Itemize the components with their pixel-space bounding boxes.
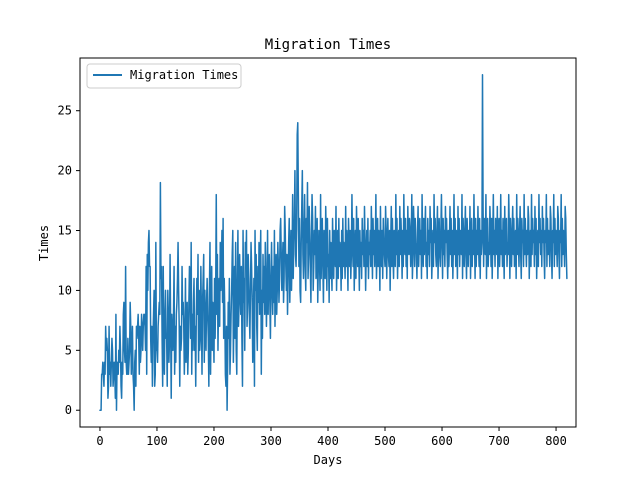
- x-tick-label: 200: [203, 434, 225, 448]
- y-tick-label: 5: [65, 343, 72, 357]
- legend-entry-label: Migration Times: [130, 68, 238, 82]
- y-tick-label: 10: [58, 283, 72, 297]
- y-axis-label: Times: [37, 225, 51, 261]
- chart-title: Migration Times: [265, 37, 391, 53]
- legend-box: [86, 63, 242, 89]
- x-axis-label: Days: [314, 453, 343, 467]
- x-tick-label: 300: [260, 434, 282, 448]
- x-tick-label: 400: [317, 434, 339, 448]
- y-tick-label: 0: [65, 403, 72, 417]
- series-layer: [99, 74, 568, 411]
- y-tick-label: 20: [58, 164, 72, 178]
- x-axis-ticks: 0 100 200 300 400 500 600 700 800: [96, 427, 567, 448]
- y-tick-label: 25: [58, 104, 72, 118]
- x-tick-label: 600: [431, 434, 453, 448]
- series-line-0: [99, 74, 568, 411]
- legend: Migration Times: [86, 63, 242, 89]
- x-tick-label: 0: [96, 434, 103, 448]
- y-axis-ticks: 0 5 10 15 20 25: [58, 104, 80, 417]
- x-tick-label: 700: [488, 434, 510, 448]
- x-tick-label: 100: [146, 434, 168, 448]
- x-tick-label: 500: [374, 434, 396, 448]
- x-tick-label: 800: [545, 434, 567, 448]
- y-tick-label: 15: [58, 224, 72, 238]
